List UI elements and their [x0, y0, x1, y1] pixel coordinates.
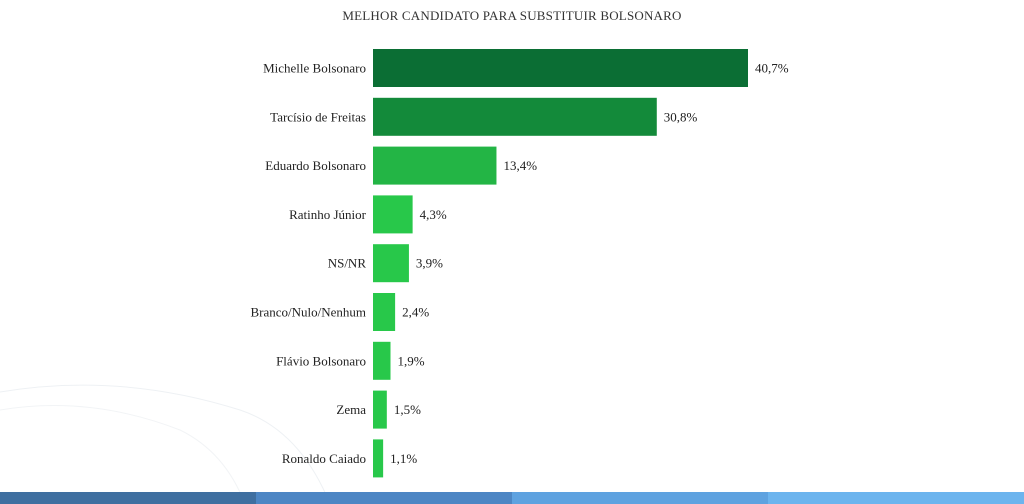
value-label-6: 1,9% — [398, 353, 425, 368]
category-label-4: NS/NR — [328, 256, 367, 271]
category-label-3: Ratinho Júnior — [289, 207, 367, 222]
category-label-5: Branco/Nulo/Nenhum — [250, 305, 366, 320]
category-label-6: Flávio Bolsonaro — [276, 353, 366, 368]
category-label-8: Ronaldo Caiado — [282, 451, 366, 466]
chart-title: MELHOR CANDIDATO PARA SUBSTITUIR BOLSONA… — [342, 8, 682, 23]
footer-band-segment-3 — [768, 492, 1024, 504]
bar-7 — [373, 390, 387, 429]
footer-band-segment-2 — [512, 492, 768, 504]
value-label-8: 1,1% — [390, 451, 417, 466]
category-label-7: Zema — [336, 402, 366, 417]
bar-3 — [373, 195, 413, 234]
footer-band-segment-1 — [256, 492, 512, 504]
value-label-4: 3,9% — [416, 256, 443, 271]
value-label-0: 40,7% — [755, 61, 789, 76]
value-label-5: 2,4% — [402, 305, 429, 320]
bar-6 — [373, 341, 391, 380]
category-label-0: Michelle Bolsonaro — [263, 61, 366, 76]
value-label-1: 30,8% — [664, 109, 698, 124]
bar-8 — [373, 439, 384, 478]
bar-1 — [373, 97, 657, 136]
bar-5 — [373, 293, 396, 331]
category-label-1: Tarcísio de Freitas — [270, 109, 366, 124]
footer-band — [0, 492, 1024, 504]
category-label-2: Eduardo Bolsonaro — [265, 158, 366, 173]
bars-layer: Michelle Bolsonaro 40,7% Tarcísio de Freit… — [250, 49, 789, 478]
value-label-3: 4,3% — [420, 207, 447, 222]
bar-4 — [373, 244, 409, 283]
value-label-7: 1,5% — [394, 402, 421, 417]
bar-2 — [373, 146, 497, 185]
footer-band-segment-0 — [0, 492, 256, 504]
bar-0 — [373, 49, 748, 87]
value-label-2: 13,4% — [503, 158, 537, 173]
